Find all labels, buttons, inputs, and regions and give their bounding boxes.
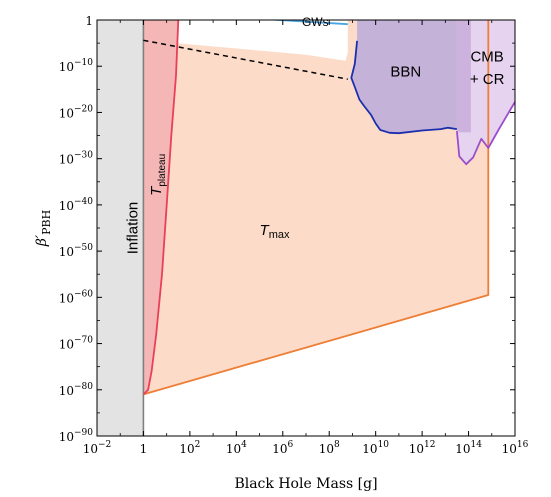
tplateau-boundary [142, 20, 180, 396]
y-tick-label: 10−60 [59, 289, 94, 305]
y-tick-label: 10−90 [59, 428, 94, 444]
region-labels: Inflation Tplateau Tmax GWs BBN CMB + CR [125, 15, 505, 254]
inflation-region [97, 20, 144, 436]
y-tick-label: 10−80 [59, 382, 94, 398]
x-tick-label: 1 [140, 442, 148, 456]
x-tick-label: 106 [272, 440, 293, 456]
cr-label: + CR [470, 71, 505, 88]
y-tick-label: 10−40 [59, 197, 94, 213]
x-tick-label: 1014 [455, 440, 482, 456]
x-tick-label: 1016 [502, 440, 529, 456]
y-tick-label: 1 [85, 14, 93, 28]
y-tick-label: 10−50 [59, 243, 94, 259]
x-tick-label: 102 [179, 440, 200, 456]
lines-layer [143, 20, 348, 80]
y-tick-label: 10−20 [59, 104, 94, 120]
y-tick-label: 10−70 [59, 336, 94, 352]
x-tick-label: 1010 [362, 440, 389, 456]
tplateau-region [143, 20, 179, 395]
tmax-dashed-line [143, 39, 348, 80]
x-tick-label: 108 [319, 440, 340, 456]
bbn-boundary [350, 40, 458, 135]
x-axis-label: Black Hole Mass [g] [234, 476, 377, 492]
cmbcr-boundary [456, 101, 515, 166]
regions-layer [97, 20, 515, 436]
gws-label: GWs [302, 15, 329, 29]
x-tick-label: 104 [226, 440, 247, 456]
tplateau-label: Tplateau [148, 154, 168, 196]
bbn-region [351, 20, 457, 134]
cmb-label: CMB [470, 49, 503, 66]
cmbcr-region [456, 20, 515, 165]
tmax-label: Tmax [260, 222, 290, 241]
x-tick-label: 1012 [409, 440, 436, 456]
gws-line [264, 20, 348, 26]
inflation-label: Inflation [125, 202, 142, 255]
y-axis-label: β′PBH [34, 210, 53, 247]
bbn-label: BBN [390, 63, 421, 80]
x-tick-label: 10−2 [83, 440, 112, 456]
y-tick-label: 10−30 [59, 151, 94, 167]
y-tick-label: 10−10 [59, 58, 94, 74]
axis-ticks: 10−2 1 102 104 106 108 1010 1012 1014 1016 1 10−10 1… [59, 14, 529, 456]
tmax-boundary [143, 20, 490, 396]
bbn-cmb-overlap [456, 20, 471, 133]
